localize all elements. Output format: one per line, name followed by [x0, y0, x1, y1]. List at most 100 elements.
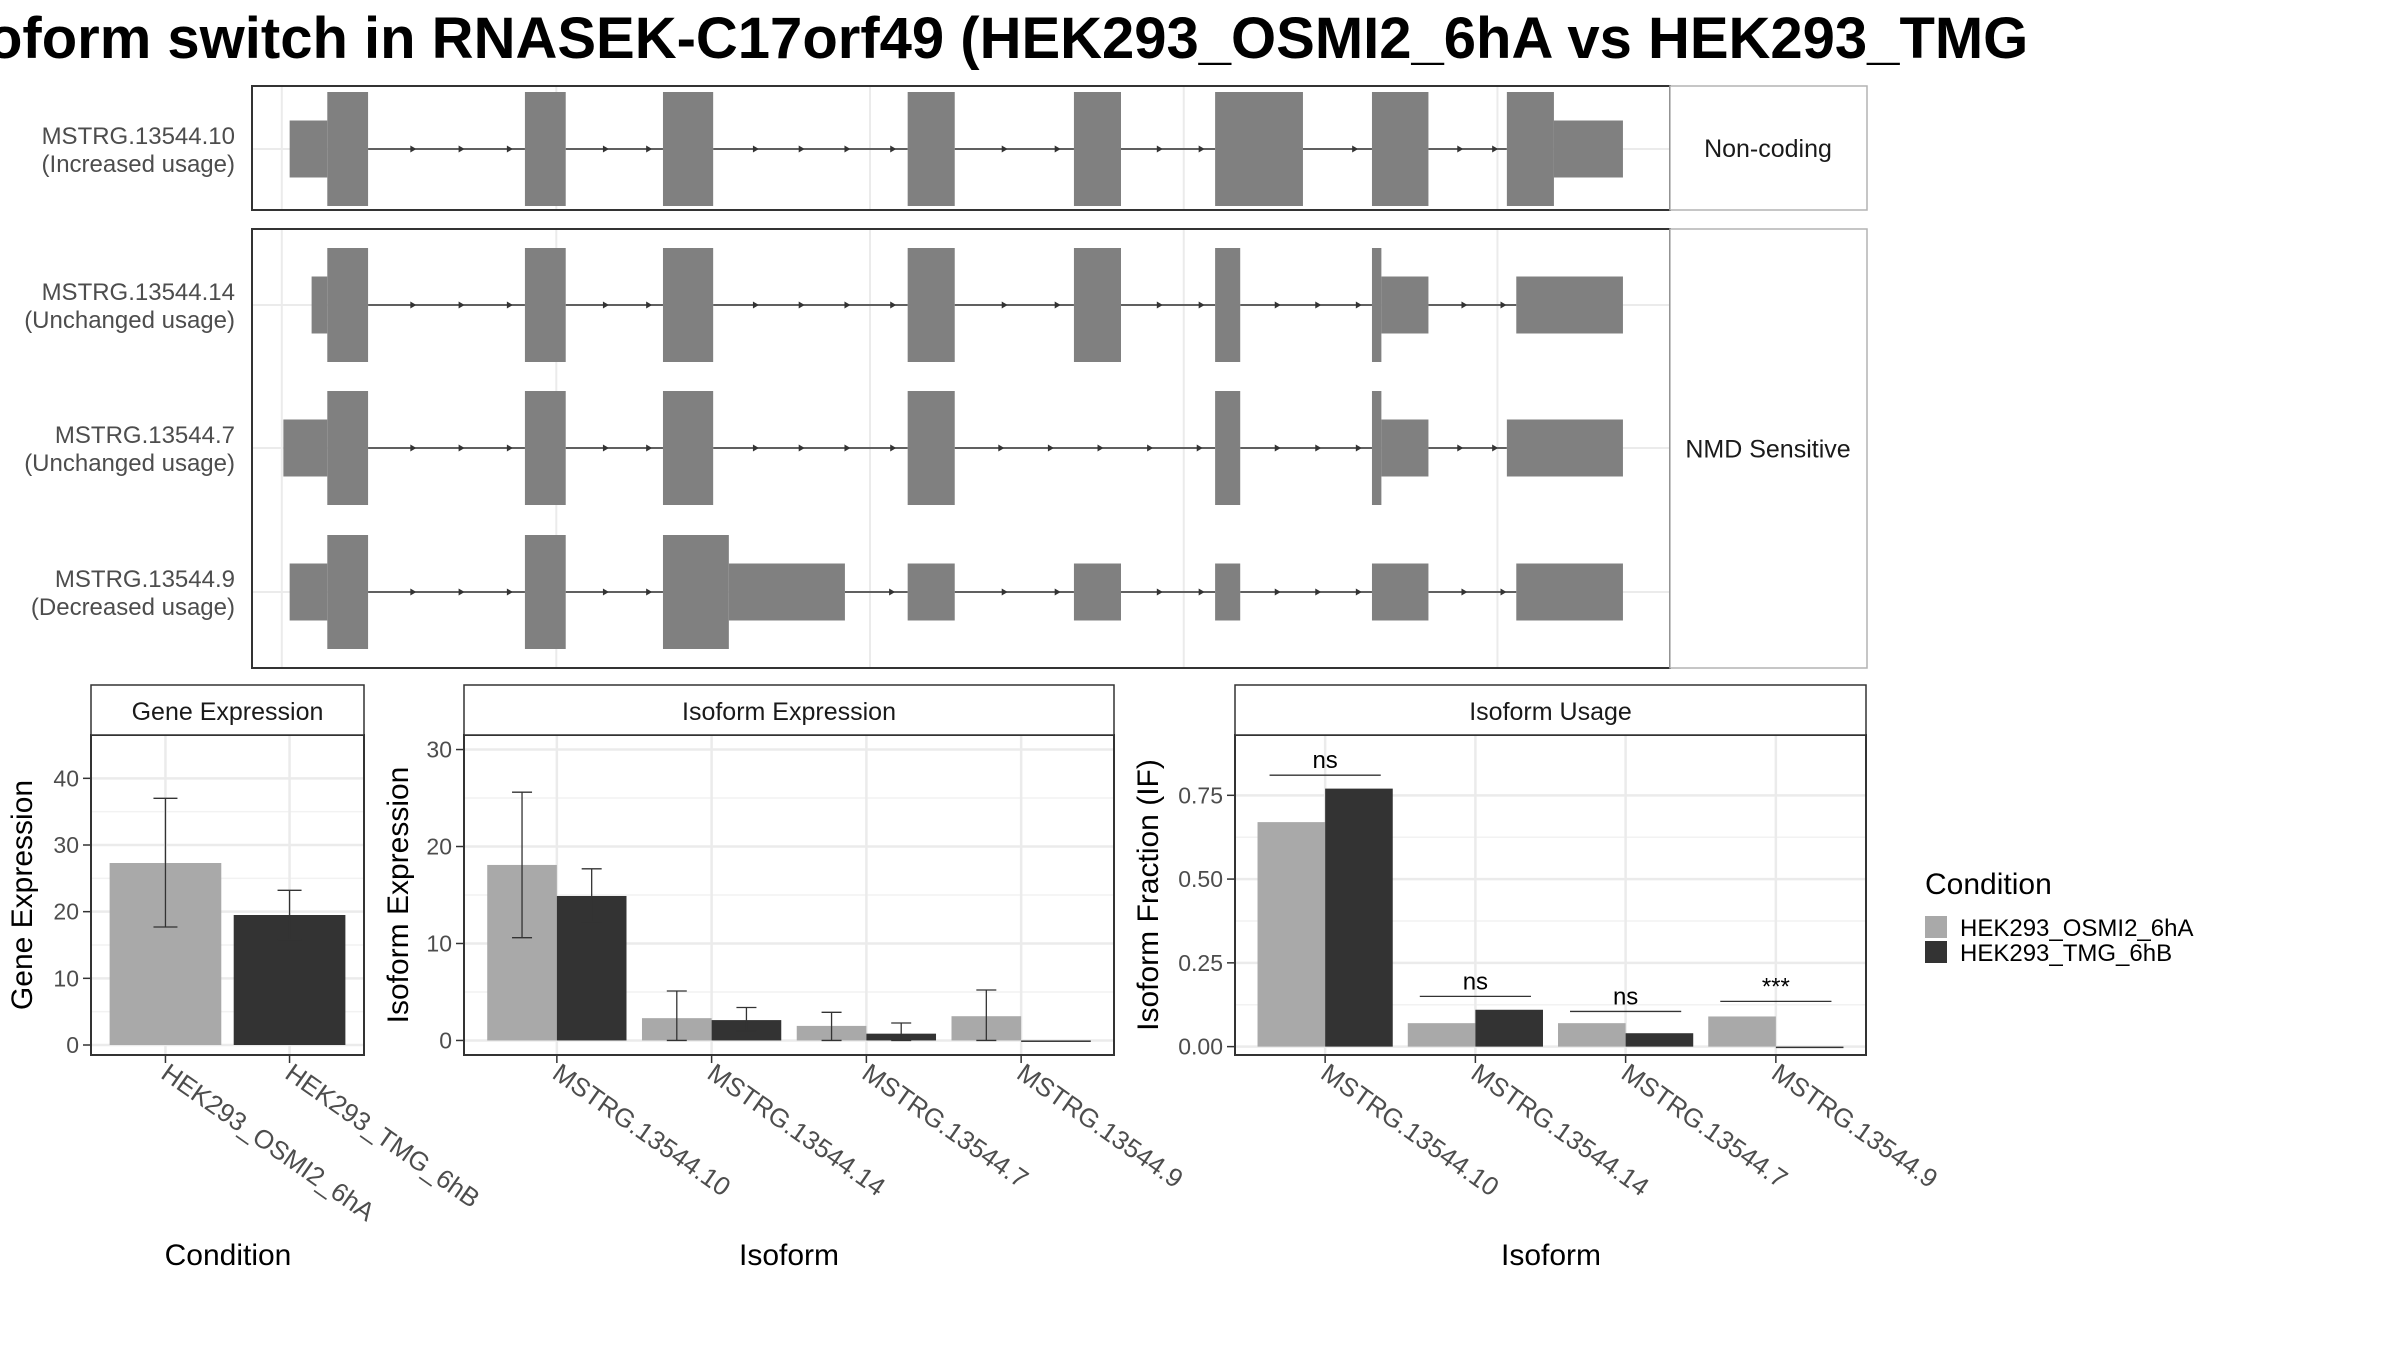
legend: Condition HEK293_OSMI2_6hA HEK293_TMG_6h… — [1925, 868, 2193, 967]
expression-charts: 0 10 20 30 40 Gene Expression HEK293_OSMI2_6hA… — [6, 684, 1943, 1272]
exon-block — [1215, 563, 1241, 621]
legend-title: Condition — [1925, 868, 2052, 901]
intron-arrow — [1054, 145, 1061, 153]
x-axis-title: Isoform — [739, 1239, 839, 1272]
intron-arrow — [1315, 444, 1322, 452]
intron-arrow — [752, 145, 759, 153]
y-tick-label: 30 — [426, 737, 452, 763]
intron-arrow — [1457, 145, 1464, 153]
bar — [1325, 788, 1393, 1047]
exon-block — [1381, 276, 1429, 334]
y-tick-label: 0 — [66, 1032, 79, 1058]
exon-block — [1215, 92, 1303, 206]
intron-arrow — [1001, 145, 1008, 153]
intron-arrow — [506, 301, 513, 309]
legend-swatch-condition-b — [1925, 941, 1947, 963]
figure-title: oform switch in RNASEK-C17orf49 (HEK293_… — [0, 6, 2028, 71]
legend-label-condition-b: HEK293_TMG_6hB — [1960, 940, 2172, 967]
significance-label: ns — [1312, 747, 1337, 774]
intron-arrow — [1198, 301, 1205, 309]
intron-arrow — [1355, 301, 1362, 309]
exon-block — [728, 563, 845, 621]
y-tick-label: 0.25 — [1178, 950, 1223, 976]
structure-strip — [1669, 85, 1868, 211]
bar — [1558, 1023, 1626, 1047]
bar — [1257, 822, 1326, 1047]
intron-arrow — [890, 444, 897, 452]
intron-arrow — [1315, 588, 1322, 596]
intron-arrow — [410, 145, 417, 153]
exon-block — [1371, 563, 1429, 621]
intron-arrow — [458, 145, 465, 153]
intron-arrow — [1274, 301, 1281, 309]
exon-block — [327, 535, 369, 649]
exon-block — [907, 563, 955, 621]
y-tick-label: 40 — [53, 765, 79, 791]
strip-label-non-coding: Non-coding — [1704, 135, 1832, 163]
bar — [1708, 1016, 1776, 1047]
y-tick-label: 30 — [53, 832, 79, 858]
exon-block — [524, 535, 566, 649]
significance-label: ns — [1613, 983, 1638, 1010]
isoform-usage-label: (Unchanged usage) — [24, 307, 235, 334]
intron-arrow — [602, 588, 609, 596]
intron-arrow — [844, 444, 851, 452]
y-axis-title: Isoform Fraction (IF) — [1132, 759, 1165, 1031]
intron-arrow — [646, 145, 653, 153]
intron-arrow — [1492, 145, 1499, 153]
exon-block — [327, 92, 369, 206]
exon-block — [1371, 391, 1382, 505]
chart-strip — [463, 684, 1115, 736]
intron-arrow — [1274, 588, 1281, 596]
exon-block — [1073, 248, 1121, 362]
intron-arrow — [1054, 588, 1061, 596]
intron-arrow — [889, 588, 896, 596]
exon-block — [524, 248, 566, 362]
exon-block — [907, 391, 955, 505]
exon-block — [1073, 563, 1121, 621]
exon-block — [1516, 276, 1623, 334]
isoform-usage-label: (Unchanged usage) — [24, 450, 235, 477]
intron-arrow — [646, 301, 653, 309]
intron-arrow — [1461, 588, 1468, 596]
bar — [1475, 1009, 1543, 1047]
exon-block — [289, 120, 328, 178]
isoform-name-label: MSTRG.13544.9 — [55, 566, 235, 593]
intron-arrow — [844, 301, 851, 309]
isoform-name-label: MSTRG.13544.10 — [42, 123, 235, 150]
intron-arrow — [1352, 145, 1359, 153]
intron-arrow — [458, 301, 465, 309]
legend-swatch-condition-a — [1925, 916, 1947, 938]
intron-arrow — [1047, 444, 1054, 452]
isoform-usage-label: (Decreased usage) — [31, 594, 235, 621]
y-axis-title: Isoform Expression — [382, 767, 415, 1024]
exon-block — [662, 535, 729, 649]
intron-arrow — [458, 588, 465, 596]
strip-label-nmd-sensitive: NMD Sensitive — [1685, 436, 1850, 464]
exon-block — [907, 248, 955, 362]
isoform-row-MSTRG-13544-14: MSTRG.13544.14(Unchanged usage) — [24, 248, 1623, 362]
chart-strip — [90, 684, 365, 736]
exon-block — [1506, 92, 1554, 206]
intron-arrow — [798, 145, 805, 153]
intron-arrow — [410, 444, 417, 452]
intron-arrow — [752, 444, 759, 452]
isoform-row-MSTRG-13544-7: MSTRG.13544.7(Unchanged usage) — [24, 391, 1623, 505]
exon-block — [662, 391, 714, 505]
x-tick-label: HEK293_OSMI2_6hA — [156, 1057, 381, 1227]
y-tick-label: 10 — [426, 930, 452, 956]
chart-gene-expression: 0 10 20 30 40 Gene Expression HEK293_OSMI2_6hA… — [6, 684, 486, 1272]
y-axis-title: Gene Expression — [6, 780, 39, 1010]
intron-arrow — [890, 145, 897, 153]
y-tick-label: 0.50 — [1178, 866, 1223, 892]
bar — [1021, 1040, 1091, 1042]
y-tick-label: 0.00 — [1178, 1034, 1223, 1060]
exon-block — [1371, 248, 1382, 362]
exon-block — [283, 419, 328, 477]
intron-arrow — [1097, 444, 1104, 452]
intron-arrow — [1001, 301, 1008, 309]
x-axis-title: Condition — [165, 1239, 292, 1272]
